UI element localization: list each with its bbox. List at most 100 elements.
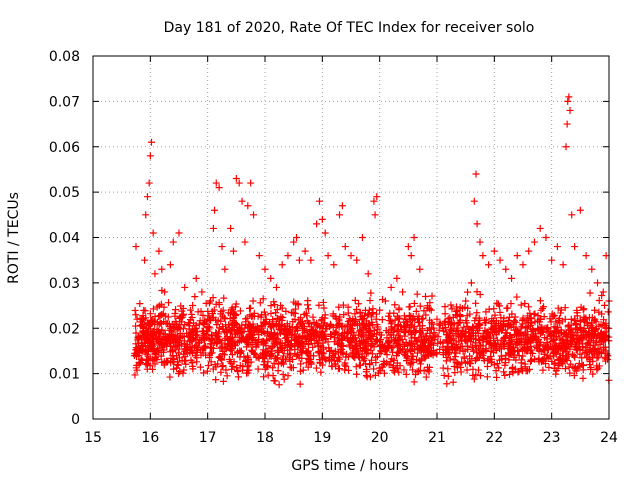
x-tick-label: 20 bbox=[371, 430, 389, 446]
data-point bbox=[284, 350, 292, 358]
data-point bbox=[340, 311, 348, 319]
data-point bbox=[530, 310, 538, 318]
data-point bbox=[544, 355, 552, 363]
data-point bbox=[260, 328, 268, 336]
data-point bbox=[539, 366, 547, 374]
data-point bbox=[322, 356, 330, 364]
data-point bbox=[278, 339, 286, 347]
data-point bbox=[484, 357, 492, 365]
data-point bbox=[524, 334, 532, 342]
data-point bbox=[265, 321, 273, 329]
data-point bbox=[485, 261, 493, 269]
data-point bbox=[394, 341, 402, 349]
data-point bbox=[513, 293, 521, 301]
data-point bbox=[473, 288, 481, 296]
data-point bbox=[493, 373, 501, 381]
data-point bbox=[535, 358, 543, 366]
data-point bbox=[475, 354, 483, 362]
data-point bbox=[351, 296, 359, 304]
data-point bbox=[184, 332, 192, 340]
data-point bbox=[463, 366, 471, 374]
data-point bbox=[472, 355, 480, 363]
data-point bbox=[272, 355, 280, 363]
data-point bbox=[400, 366, 408, 374]
data-point bbox=[263, 348, 271, 356]
data-point bbox=[139, 323, 147, 331]
data-point bbox=[591, 315, 599, 323]
data-point bbox=[247, 179, 255, 187]
data-point bbox=[486, 339, 494, 347]
data-point bbox=[417, 360, 425, 368]
data-point bbox=[590, 337, 598, 345]
data-point bbox=[540, 342, 548, 350]
data-point bbox=[183, 341, 191, 349]
data-point bbox=[344, 303, 352, 311]
y-tick-label: 0.07 bbox=[49, 94, 80, 110]
data-point bbox=[204, 307, 212, 315]
data-point bbox=[132, 243, 140, 251]
data-point bbox=[162, 357, 170, 365]
data-point bbox=[347, 252, 355, 260]
y-axis-label: ROTI / TECUs bbox=[6, 192, 22, 284]
data-point bbox=[132, 322, 140, 330]
data-point bbox=[421, 342, 429, 350]
data-point bbox=[251, 350, 259, 358]
data-point bbox=[314, 349, 322, 357]
data-point bbox=[476, 321, 484, 329]
data-point bbox=[231, 342, 239, 350]
data-point bbox=[583, 332, 591, 340]
data-point bbox=[596, 341, 604, 349]
data-point bbox=[358, 316, 366, 324]
data-point bbox=[478, 336, 486, 344]
data-point bbox=[592, 326, 600, 334]
data-point bbox=[472, 371, 480, 379]
data-point bbox=[326, 347, 334, 355]
data-point bbox=[312, 364, 320, 372]
data-point bbox=[368, 356, 376, 364]
plot-frame bbox=[92, 55, 610, 420]
data-point bbox=[496, 302, 504, 310]
data-point bbox=[220, 314, 228, 322]
data-point bbox=[189, 301, 197, 309]
data-point bbox=[341, 243, 349, 251]
data-point bbox=[298, 321, 306, 329]
data-point bbox=[212, 376, 220, 384]
data-point bbox=[521, 299, 529, 307]
data-point bbox=[352, 363, 360, 371]
data-point bbox=[309, 343, 317, 351]
data-point bbox=[570, 352, 578, 360]
data-point bbox=[364, 270, 372, 278]
data-point bbox=[255, 252, 263, 260]
data-point bbox=[307, 256, 315, 264]
data-point bbox=[573, 306, 581, 314]
data-point bbox=[350, 344, 358, 352]
data-point bbox=[536, 224, 544, 232]
data-point bbox=[366, 297, 374, 305]
data-point bbox=[161, 288, 169, 296]
data-point bbox=[388, 318, 396, 326]
data-point bbox=[585, 313, 593, 321]
data-point bbox=[294, 338, 302, 346]
y-tick-label: 0.03 bbox=[49, 276, 80, 292]
data-point bbox=[241, 238, 249, 246]
data-point bbox=[454, 326, 462, 334]
data-point bbox=[366, 373, 374, 381]
data-point bbox=[466, 332, 474, 340]
data-point bbox=[440, 319, 448, 327]
data-point bbox=[154, 345, 162, 353]
data-point bbox=[385, 312, 393, 320]
data-point bbox=[429, 351, 437, 359]
data-point bbox=[551, 336, 559, 344]
data-point bbox=[595, 308, 603, 316]
data-point bbox=[178, 332, 186, 340]
data-point bbox=[341, 359, 349, 367]
data-point bbox=[147, 138, 155, 146]
data-point bbox=[411, 371, 419, 379]
data-point bbox=[367, 289, 375, 297]
data-point bbox=[519, 367, 527, 375]
data-point bbox=[464, 288, 472, 296]
data-point bbox=[267, 310, 275, 318]
data-point bbox=[559, 261, 567, 269]
data-point bbox=[476, 238, 484, 246]
data-point bbox=[482, 308, 490, 316]
